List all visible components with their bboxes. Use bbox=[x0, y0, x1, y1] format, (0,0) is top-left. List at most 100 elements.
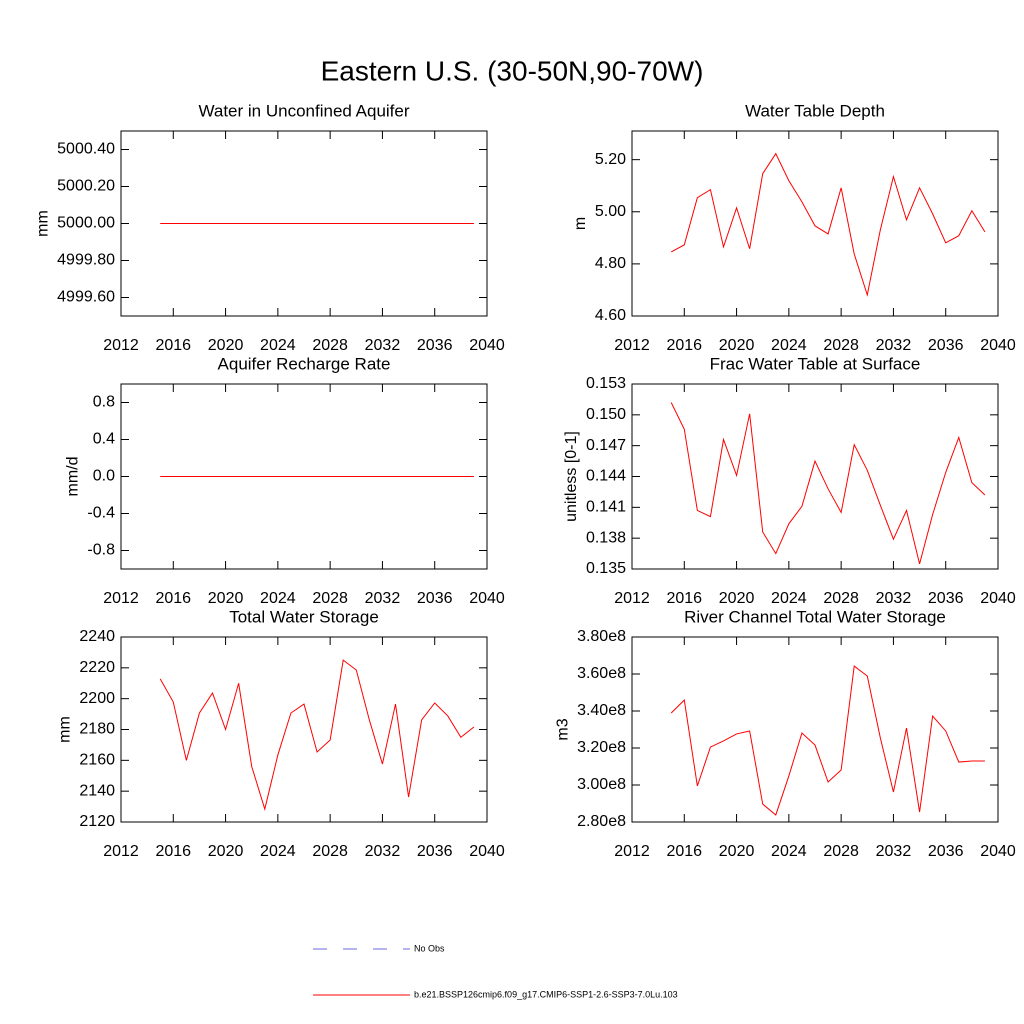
x-tick-label: 2024 bbox=[771, 843, 807, 860]
legend-label: b.e21.BSSP126cmip6.f09_g17.CMIP6-SSP1-2.… bbox=[414, 989, 678, 999]
y-tick-label: 4.80 bbox=[595, 255, 626, 272]
x-tick-label: 2016 bbox=[666, 337, 702, 354]
x-tick-label: 2040 bbox=[980, 337, 1016, 354]
y-tick-label: 5000.40 bbox=[57, 141, 115, 158]
x-tick-label: 2016 bbox=[666, 590, 702, 607]
y-axis-label: mm bbox=[34, 210, 51, 237]
data-line bbox=[670, 402, 986, 564]
x-tick-label: 2032 bbox=[365, 590, 401, 607]
x-tick-label: 2036 bbox=[417, 337, 453, 354]
data-line bbox=[670, 665, 985, 816]
figure-title: Eastern U.S. (30-50N,90-70W) bbox=[321, 55, 704, 86]
x-tick-label: 2024 bbox=[260, 590, 296, 607]
x-tick-label: 2016 bbox=[155, 337, 191, 354]
x-tick-label: 2012 bbox=[614, 337, 650, 354]
y-tick-label: 2160 bbox=[79, 752, 115, 769]
x-tick-label: 2028 bbox=[823, 843, 859, 860]
panel-title: Water Table Depth bbox=[745, 101, 885, 120]
panel-title: River Channel Total Water Storage bbox=[684, 607, 946, 626]
x-tick-label: 2040 bbox=[469, 590, 505, 607]
x-tick-label: 2032 bbox=[365, 337, 401, 354]
x-tick-label: 2032 bbox=[876, 843, 912, 860]
x-tick-label: 2036 bbox=[928, 843, 964, 860]
y-tick-label: 5000.20 bbox=[57, 178, 115, 195]
x-tick-label: 2040 bbox=[980, 843, 1016, 860]
x-tick-label: 2028 bbox=[823, 590, 859, 607]
y-tick-label: 0.0 bbox=[93, 468, 115, 485]
y-tick-label: 0.8 bbox=[93, 394, 115, 411]
panel-title: Total Water Storage bbox=[229, 607, 379, 626]
y-tick-label: 3.60e8 bbox=[577, 665, 626, 682]
x-tick-label: 2020 bbox=[208, 843, 244, 860]
x-tick-label: 2020 bbox=[719, 590, 755, 607]
plot-frame bbox=[631, 130, 999, 317]
y-tick-label: 2120 bbox=[79, 813, 115, 830]
data-line bbox=[670, 152, 986, 297]
x-tick-label: 2024 bbox=[771, 337, 807, 354]
x-tick-label: 2032 bbox=[876, 590, 912, 607]
x-tick-label: 2012 bbox=[614, 590, 650, 607]
y-tick-label: 0.147 bbox=[586, 437, 626, 454]
data-line bbox=[159, 659, 475, 811]
x-tick-label: 2016 bbox=[155, 843, 191, 860]
y-tick-label: 0.135 bbox=[586, 560, 626, 577]
y-tick-label: 0.141 bbox=[586, 499, 626, 516]
x-tick-label: 2040 bbox=[980, 590, 1016, 607]
x-tick-label: 2016 bbox=[666, 843, 702, 860]
y-tick-label: 2220 bbox=[79, 659, 115, 676]
x-tick-label: 2036 bbox=[928, 337, 964, 354]
y-tick-label: 0.150 bbox=[586, 406, 626, 423]
y-tick-label: 2180 bbox=[79, 721, 115, 738]
plot-frame bbox=[120, 636, 488, 823]
y-tick-label: 3.40e8 bbox=[577, 702, 626, 719]
y-tick-label: 0.138 bbox=[586, 529, 626, 546]
y-tick-label: -0.8 bbox=[87, 542, 115, 559]
x-tick-label: 2020 bbox=[719, 337, 755, 354]
x-tick-label: 2032 bbox=[365, 843, 401, 860]
x-tick-label: 2012 bbox=[103, 590, 139, 607]
y-tick-label: 3.20e8 bbox=[577, 739, 626, 756]
plot-frame bbox=[631, 383, 999, 570]
x-tick-label: 2028 bbox=[312, 590, 348, 607]
x-tick-label: 2040 bbox=[469, 843, 505, 860]
y-tick-label: 4999.80 bbox=[57, 252, 115, 269]
y-axis-label: mm/d bbox=[65, 457, 82, 497]
panel-title: Frac Water Table at Surface bbox=[710, 354, 921, 373]
x-tick-label: 2028 bbox=[312, 843, 348, 860]
panel-title: Aquifer Recharge Rate bbox=[218, 354, 391, 373]
x-tick-label: 2032 bbox=[876, 337, 912, 354]
x-tick-label: 2036 bbox=[928, 590, 964, 607]
x-tick-label: 2024 bbox=[771, 590, 807, 607]
x-tick-label: 2020 bbox=[719, 843, 755, 860]
x-tick-label: 2036 bbox=[417, 590, 453, 607]
y-tick-label: 2140 bbox=[79, 782, 115, 799]
y-tick-label: 4.60 bbox=[595, 307, 626, 324]
y-tick-label: 3.80e8 bbox=[577, 628, 626, 645]
y-tick-label: 0.4 bbox=[93, 431, 115, 448]
y-axis-label: unitless [0-1] bbox=[563, 431, 580, 522]
plot-frame bbox=[631, 636, 999, 823]
y-tick-label: 5.00 bbox=[595, 203, 626, 220]
x-tick-label: 2028 bbox=[312, 337, 348, 354]
x-tick-label: 2020 bbox=[208, 590, 244, 607]
y-tick-label: 4999.60 bbox=[57, 289, 115, 306]
y-tick-label: 3.00e8 bbox=[577, 776, 626, 793]
x-tick-label: 2012 bbox=[103, 337, 139, 354]
y-axis-label: m bbox=[572, 217, 589, 230]
y-tick-label: 2240 bbox=[79, 628, 115, 645]
y-tick-label: 0.144 bbox=[586, 468, 626, 485]
x-tick-label: 2024 bbox=[260, 337, 296, 354]
y-axis-label: m3 bbox=[554, 718, 571, 740]
x-tick-label: 2028 bbox=[823, 337, 859, 354]
legend-label: No Obs bbox=[414, 943, 445, 953]
x-tick-label: 2024 bbox=[260, 843, 296, 860]
y-tick-label: -0.4 bbox=[87, 505, 115, 522]
y-tick-label: 2200 bbox=[79, 690, 115, 707]
panel-title: Water in Unconfined Aquifer bbox=[198, 101, 409, 120]
y-tick-label: 0.153 bbox=[586, 375, 626, 392]
y-tick-label: 5000.00 bbox=[57, 215, 115, 232]
x-tick-label: 2016 bbox=[155, 590, 191, 607]
y-tick-label: 5.20 bbox=[595, 151, 626, 168]
x-tick-label: 2012 bbox=[614, 843, 650, 860]
